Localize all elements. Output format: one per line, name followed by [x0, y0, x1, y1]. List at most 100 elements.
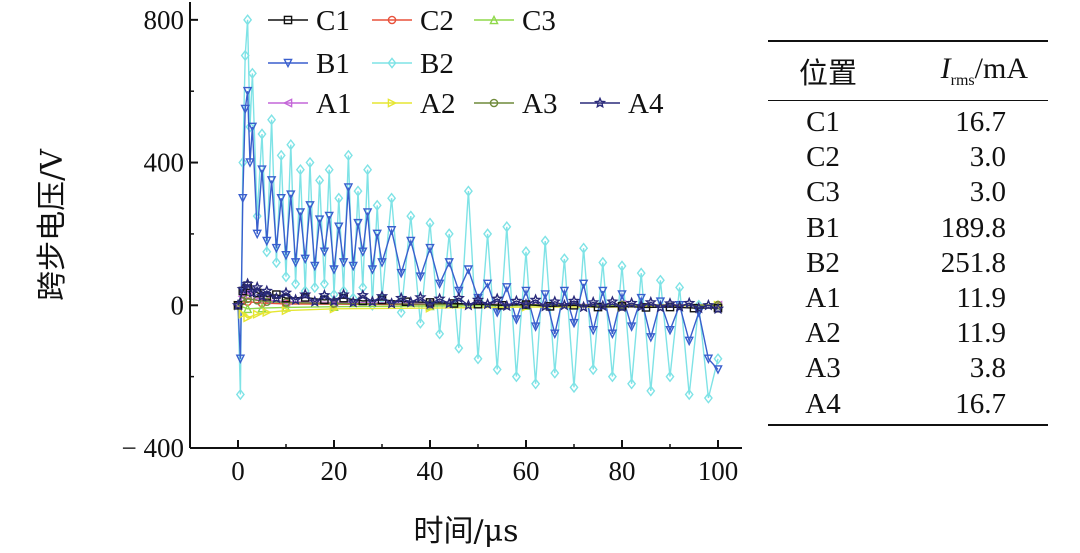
data-point-a4: [558, 298, 571, 311]
data-point-a3: [329, 299, 339, 308]
data-point-b1: [425, 243, 435, 254]
data-point-a4: [529, 293, 542, 306]
data-point-b2: [675, 281, 685, 294]
data-point-a4: [596, 299, 609, 312]
data-point-a4: [663, 297, 677, 309]
table-top-rule: [768, 40, 1048, 42]
legend-item-c1: C1: [268, 5, 350, 37]
data-point-b1: [343, 183, 354, 193]
data-point-b1: [290, 258, 301, 268]
data-point-a3: [243, 294, 252, 304]
data-point-b1: [252, 229, 262, 240]
data-point-a4: [366, 295, 379, 307]
data-point-b1: [324, 211, 334, 222]
table-row: A4 16.7: [768, 387, 1048, 422]
data-point-a4: [692, 301, 705, 314]
x-tick-label: 80: [609, 456, 636, 486]
legend-item-a1: A1: [268, 88, 351, 120]
data-point-b1: [463, 265, 474, 275]
data-point-b1: [329, 265, 339, 275]
data-point-b2: [406, 210, 416, 222]
data-point-a4: [260, 284, 273, 297]
position-cell: A2: [805, 317, 841, 350]
data-point-c3: [242, 303, 253, 314]
data-point-b1: [502, 283, 512, 293]
data-point-a4: [255, 289, 269, 302]
data-point-b2: [540, 235, 550, 247]
legend-item-b2: B2: [372, 48, 454, 80]
data-point-b2: [257, 128, 267, 140]
data-point-a4: [635, 299, 648, 312]
legend-label: A2: [420, 88, 455, 120]
data-point-b1: [367, 265, 378, 275]
data-point-b2: [665, 370, 675, 383]
data-point-a2: [281, 305, 292, 316]
legend-swatch-marker: [489, 98, 499, 108]
data-point-b2: [627, 378, 637, 390]
table-body: C1 16.7 C2 3.0 C3 3.0 B1 189.8 B2 251.8 A1 11.9 A2 11…: [768, 101, 1048, 424]
data-point-b1: [310, 261, 320, 272]
data-point-b2: [588, 363, 598, 376]
data-point-a4: [299, 288, 312, 300]
legend-label: B2: [420, 48, 454, 80]
data-point-b2: [655, 274, 665, 287]
data-point-c1: [238, 286, 248, 296]
legend: C1 C2 C3 B1 B2 A1 A2 A3 A4: [268, 5, 664, 120]
axes: [189, 2, 742, 449]
data-point-b1: [266, 176, 277, 186]
y-tick-label: 800: [144, 5, 185, 35]
irms-cell: 189.8: [940, 211, 1006, 244]
data-point-b2: [684, 388, 694, 401]
data-point-b1: [358, 247, 368, 257]
data-point-b2: [636, 267, 646, 279]
data-point-a4: [433, 292, 446, 305]
data-point-a4: [423, 297, 437, 310]
data-point-b1: [550, 329, 560, 339]
data-point-c3: [257, 302, 267, 313]
data-point-b1: [247, 122, 258, 133]
table-row: B1 189.8: [768, 211, 1048, 246]
data-point-b1: [492, 308, 502, 318]
data-point-a4: [711, 302, 725, 315]
data-point-b1: [386, 226, 397, 236]
legend-item-a4: A4: [580, 88, 664, 120]
data-point-b2: [343, 149, 353, 162]
data-point-a4: [270, 291, 283, 304]
legend-label: A4: [628, 88, 664, 120]
data-point-a4: [587, 295, 600, 308]
data-point-a4: [236, 282, 249, 295]
series-b2: [233, 14, 723, 404]
data-point-b1: [646, 333, 656, 343]
data-point-b2: [267, 114, 277, 126]
data-point-b2: [271, 256, 281, 269]
data-point-b1: [300, 254, 310, 265]
data-point-b2: [310, 281, 320, 294]
data-point-b1: [235, 354, 246, 364]
position-header: 位置: [798, 56, 857, 90]
tick-layer: 0 20 40 60 80 100 − 400 0 400 800: [122, 5, 739, 486]
legend-item-a2: A2: [372, 88, 455, 120]
data-point-b1: [617, 290, 627, 300]
irms-cell: 11.9: [956, 282, 1006, 315]
irms-subscript: rms: [950, 72, 975, 89]
data-point-c1: [243, 281, 252, 290]
data-point-b2: [531, 378, 541, 390]
irms-cell: 3.0: [969, 141, 1006, 174]
data-point-b1: [281, 251, 291, 261]
table-row: C2 3.0: [768, 140, 1048, 175]
data-point-b2: [502, 221, 512, 233]
data-point-b1: [540, 290, 550, 300]
position-cell: C1: [806, 106, 840, 139]
data-point-b2: [511, 370, 521, 383]
legend-item-b1: B1: [268, 48, 350, 80]
data-point-b1: [353, 218, 363, 229]
data-point-b2: [473, 353, 483, 365]
legend-item-c2: C2: [372, 5, 454, 37]
legend-label: C1: [316, 5, 350, 37]
position-cell: C2: [806, 141, 840, 174]
data-point-b1: [271, 243, 282, 254]
data-point-b2: [415, 317, 425, 329]
data-point-b2: [295, 163, 305, 176]
table-row: A1 11.9: [768, 281, 1048, 316]
data-point-b1: [372, 229, 382, 240]
